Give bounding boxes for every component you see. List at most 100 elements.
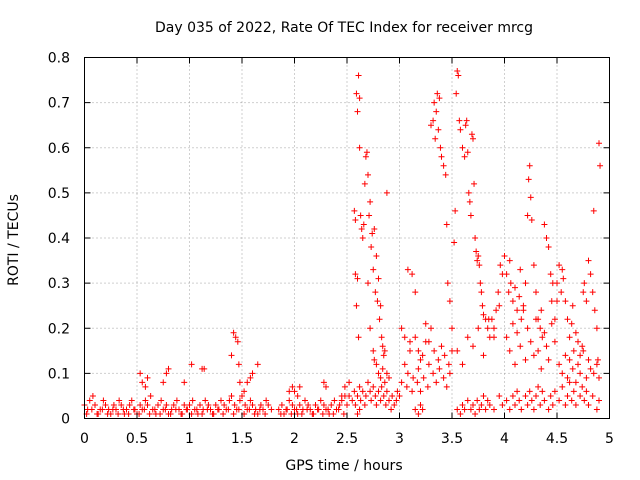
data-point [522, 356, 529, 363]
data-point [370, 347, 377, 354]
x-tick-label: 4.5 [546, 431, 568, 447]
data-point [425, 361, 432, 368]
data-point [320, 379, 327, 386]
data-point [558, 289, 565, 296]
data-point [294, 392, 301, 399]
data-point [445, 361, 452, 368]
y-axis-label: ROTI / TECUs [6, 194, 22, 286]
data-point [466, 198, 473, 205]
data-point [144, 401, 151, 408]
data-point [484, 325, 491, 332]
x-tick-label: 3 [395, 431, 404, 447]
data-point [377, 374, 384, 381]
data-point [548, 298, 555, 305]
data-point [556, 397, 563, 404]
data-point [556, 262, 563, 269]
data-point [356, 95, 363, 102]
data-point [512, 401, 518, 408]
data-point [590, 370, 597, 377]
data-point [92, 401, 98, 408]
data-point [137, 370, 144, 377]
data-point [478, 289, 485, 296]
data-point [476, 262, 483, 269]
data-point [454, 68, 461, 75]
data-point [375, 275, 382, 282]
data-point [444, 280, 451, 287]
data-point [88, 406, 95, 413]
data-point [589, 392, 596, 399]
data-point [440, 162, 447, 169]
data-point [433, 108, 440, 115]
data-point [541, 329, 548, 336]
data-point [543, 235, 550, 241]
data-point [230, 410, 237, 417]
data-point [141, 406, 148, 413]
data-point [457, 126, 464, 133]
data-point [283, 406, 290, 413]
data-point [239, 392, 245, 399]
data-point [596, 374, 602, 381]
x-axis-label: GPS time / hours [285, 458, 402, 474]
data-point [478, 401, 485, 408]
data-point [354, 392, 361, 399]
data-point [572, 379, 579, 386]
data-point [163, 370, 170, 377]
data-point [456, 117, 463, 124]
data-point [398, 325, 405, 332]
data-point [163, 401, 170, 408]
data-point [566, 334, 573, 341]
data-point [562, 298, 569, 305]
data-point [157, 410, 164, 417]
data-point [305, 401, 312, 408]
data-point [514, 329, 521, 336]
data-point [354, 275, 361, 282]
data-point [512, 284, 518, 291]
data-point [365, 171, 371, 178]
data-point [172, 406, 179, 413]
data-point [480, 352, 487, 359]
x-tick-label: 1 [185, 431, 194, 447]
data-point [585, 356, 592, 363]
data-point [340, 410, 347, 417]
data-point [286, 388, 293, 395]
data-point [247, 397, 254, 404]
data-point [564, 374, 571, 381]
data-point [160, 379, 167, 386]
data-point [277, 410, 284, 417]
data-point [142, 397, 149, 404]
data-point [431, 99, 438, 106]
data-point [170, 401, 177, 408]
y-tick-label: 0.3 [48, 276, 70, 292]
data-point [362, 153, 369, 160]
data-point [585, 401, 592, 408]
data-point [263, 397, 270, 404]
data-point [188, 361, 195, 368]
data-point [359, 235, 366, 241]
data-point [514, 388, 521, 395]
data-point [102, 401, 109, 408]
data-point [473, 248, 480, 255]
data-point [409, 388, 416, 395]
data-point [587, 365, 594, 372]
data-point [173, 397, 180, 404]
data-point [516, 293, 523, 300]
data-point [155, 401, 161, 408]
data-point [491, 325, 497, 332]
data-point [577, 392, 584, 399]
data-point [501, 253, 508, 260]
data-point [499, 401, 506, 408]
data-point [441, 352, 448, 359]
data-point [541, 221, 548, 228]
data-point [503, 271, 510, 278]
data-point [178, 410, 185, 417]
data-point [352, 401, 359, 408]
data-point [467, 406, 474, 413]
data-point [330, 410, 337, 417]
data-point [202, 397, 209, 404]
data-point [517, 343, 524, 350]
data-point [380, 352, 387, 359]
data-point [357, 212, 364, 219]
data-point [394, 388, 401, 395]
data-point [577, 352, 584, 359]
